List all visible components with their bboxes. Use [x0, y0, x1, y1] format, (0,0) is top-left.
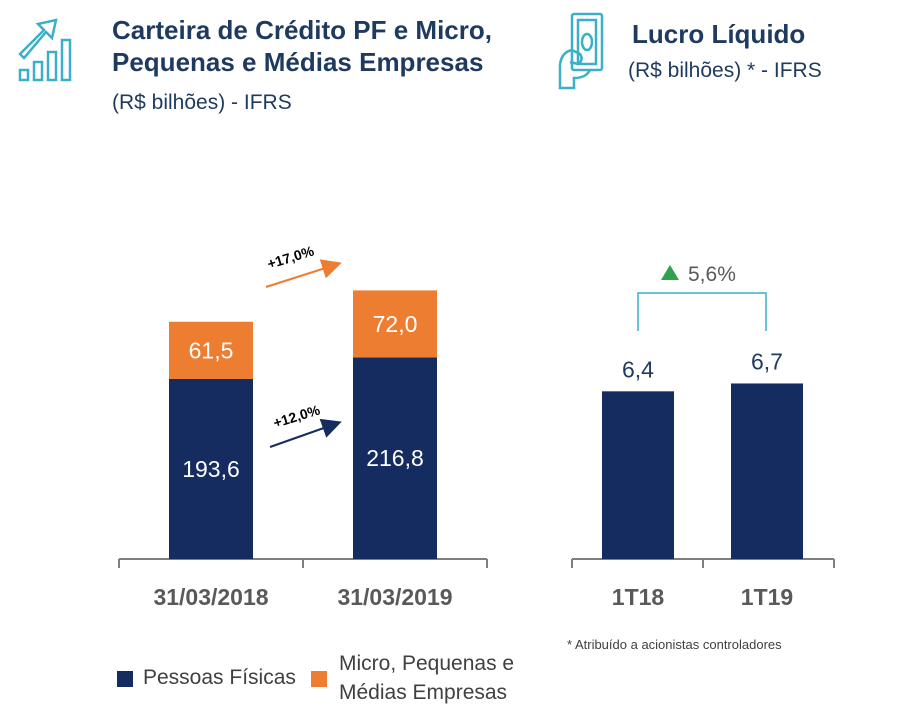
data-label-pessoas-fisicas: 216,8: [366, 445, 424, 471]
bar-net-income: [731, 383, 803, 559]
category-label: 31/03/2019: [337, 584, 452, 610]
growth-label-mpme: +17,0%: [265, 242, 316, 271]
legend-swatch-pf: [117, 671, 133, 687]
growth-arrow-pf: +12,0%: [269, 401, 342, 448]
legend-label-mpme-line2: Médias Empresas: [339, 681, 508, 704]
bar-mpme: [169, 321, 253, 379]
data-label-mpme: 72,0: [373, 311, 418, 337]
bar-mpme: [353, 290, 437, 358]
growth-chart-icon: [14, 14, 80, 84]
data-label-net-income: 6,7: [751, 348, 783, 374]
credit-portfolio-title-line1: Carteira de Crédito PF e Micro,: [112, 15, 492, 45]
growth-label-pf: +12,0%: [271, 401, 322, 430]
category-label: 31/03/2018: [153, 584, 268, 610]
bar-pessoas-fisicas: [353, 357, 437, 559]
credit-portfolio-subtitle: (R$ bilhões) - IFRS: [112, 91, 292, 114]
data-label-mpme: 61,5: [189, 337, 234, 363]
legend-label-mpme-line1: Micro, Pequenas e: [339, 652, 515, 675]
footnote: * Atribuído a acionistas controladores: [567, 637, 782, 652]
credit-portfolio-title-line2: Pequenas e Médias Empresas: [112, 47, 484, 77]
category-label: 1T19: [741, 584, 793, 610]
net-income-growth-label: 5,6%: [688, 263, 736, 286]
bar-net-income: [602, 391, 674, 559]
data-label-net-income: 6,4: [622, 356, 654, 382]
right-chart-axis: [571, 558, 835, 568]
category-label: 1T18: [612, 584, 665, 610]
data-label-pessoas-fisicas: 193,6: [182, 456, 240, 482]
net-income-title: Lucro Líquido: [632, 19, 806, 49]
legend-swatch-mpme: [311, 671, 327, 687]
growth-bracket: [637, 292, 767, 331]
bar-pessoas-fisicas: [169, 378, 253, 559]
legend-label-pf: Pessoas Físicas: [143, 666, 296, 689]
left-chart-axis: [118, 558, 488, 568]
growth-arrow-mpme: +17,0%: [265, 242, 342, 288]
net-income-subtitle: (R$ bilhões) * - IFRS: [628, 59, 822, 82]
growth-up-triangle-icon: [661, 265, 679, 280]
money-hand-icon: [556, 8, 616, 92]
